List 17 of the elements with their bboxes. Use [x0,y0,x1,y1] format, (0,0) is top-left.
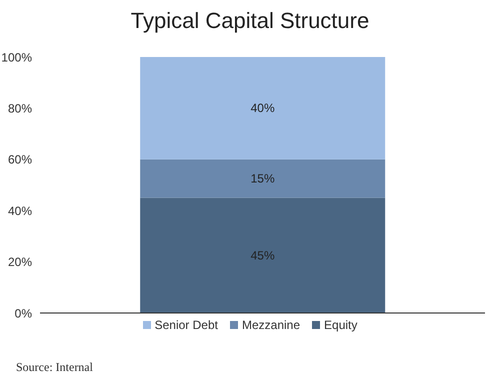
y-tick-label: 20% [8,255,32,270]
y-tick-label: 80% [8,101,32,116]
legend-label: Equity [323,318,358,332]
chart-title: Typical Capital Structure [130,8,370,34]
bar [140,57,386,160]
data-label: 45% [250,248,275,262]
bar [140,198,386,313]
source-note: Source: Internal [16,360,93,375]
data-label: 40% [250,101,275,116]
y-tick-label: 0% [14,306,32,320]
legend-label: Mezzanine [240,318,300,332]
bar [140,159,386,198]
y-tick-label: 40% [8,204,32,218]
y-tick-label: 60% [8,152,32,167]
y-tick-label: 100% [1,50,32,64]
data-label: 15% [250,172,275,186]
legend-label: Senior Debt [154,318,218,332]
